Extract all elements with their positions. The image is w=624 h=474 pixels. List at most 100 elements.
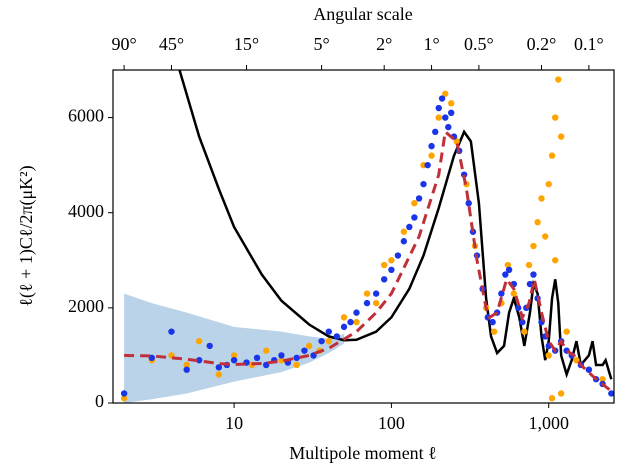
data-point xyxy=(525,261,533,269)
y-tick-label: 4000 xyxy=(68,201,104,221)
data-point xyxy=(168,328,175,335)
data-point xyxy=(353,318,360,326)
data-point xyxy=(424,161,431,169)
data-point xyxy=(599,376,606,383)
data-point xyxy=(353,309,360,316)
data-point xyxy=(411,214,418,221)
data-point xyxy=(372,290,380,297)
data-point xyxy=(380,261,388,269)
data-point xyxy=(548,395,556,402)
data-point xyxy=(293,361,300,369)
top-tick-label: 5° xyxy=(313,34,329,54)
data-point xyxy=(498,290,505,297)
data-point xyxy=(530,242,537,250)
x-axis-title: Multipole moment ℓ xyxy=(289,443,437,463)
data-point xyxy=(333,333,341,340)
data-point xyxy=(563,328,570,335)
data-point xyxy=(415,195,423,202)
data-point xyxy=(278,352,285,359)
data-point xyxy=(428,142,435,150)
top-tick-label: 2° xyxy=(376,34,392,54)
data-point xyxy=(608,390,614,397)
data-point xyxy=(552,257,559,264)
top-tick-label: 90° xyxy=(112,34,137,54)
data-point xyxy=(411,200,418,207)
data-point xyxy=(230,356,238,364)
data-point xyxy=(340,323,348,331)
data-point xyxy=(538,195,545,202)
data-point xyxy=(301,347,308,354)
top-tick-label: 45° xyxy=(159,34,184,54)
top-tick-label: 0.2° xyxy=(527,34,557,54)
data-point xyxy=(438,95,446,102)
data-point xyxy=(573,356,580,364)
data-point xyxy=(305,342,313,350)
data-point xyxy=(325,337,332,345)
data-point xyxy=(465,200,472,207)
data-point xyxy=(502,271,509,278)
data-point xyxy=(519,318,526,326)
data-point xyxy=(548,152,556,159)
data-point xyxy=(490,328,498,335)
data-point xyxy=(363,299,371,307)
data-point xyxy=(442,114,449,121)
data-point xyxy=(148,354,156,362)
data-point xyxy=(400,228,408,235)
data-point xyxy=(388,257,395,264)
data-point xyxy=(400,238,408,245)
top-axis-title: Angular scale xyxy=(313,4,412,24)
data-point xyxy=(325,328,332,335)
data-point xyxy=(380,276,388,283)
data-point xyxy=(372,299,380,307)
data-point xyxy=(183,366,190,373)
x-tick-label: 1,000 xyxy=(528,413,569,433)
data-point xyxy=(215,371,223,378)
data-point xyxy=(340,314,348,321)
data-point xyxy=(293,354,300,362)
data-point xyxy=(120,395,128,402)
confidence-band xyxy=(124,293,345,403)
data-point xyxy=(545,180,552,188)
data-point xyxy=(206,342,213,350)
top-tick-label: 0.1° xyxy=(574,34,604,54)
data-point xyxy=(585,366,593,373)
data-point xyxy=(545,352,552,359)
data-point xyxy=(183,361,190,369)
data-point xyxy=(406,223,413,231)
x-tick-label: 10 xyxy=(225,413,243,433)
data-point xyxy=(521,328,528,335)
data-point xyxy=(555,76,562,83)
data-point xyxy=(453,138,460,145)
data-point xyxy=(394,252,402,259)
y-tick-label: 0 xyxy=(95,391,104,411)
top-tick-label: 15° xyxy=(234,34,259,54)
data-point xyxy=(262,347,270,354)
data-point xyxy=(557,133,565,140)
data-point xyxy=(363,290,371,297)
data-point xyxy=(534,219,541,226)
data-point xyxy=(428,152,435,159)
y-tick-label: 2000 xyxy=(68,296,104,316)
data-point xyxy=(230,352,238,359)
data-point xyxy=(552,114,559,121)
data-point xyxy=(448,100,455,107)
data-point xyxy=(445,123,452,131)
x-tick-label: 100 xyxy=(378,413,405,433)
data-point xyxy=(542,233,549,240)
data-point xyxy=(195,337,203,345)
data-point xyxy=(432,128,439,136)
data-point xyxy=(530,271,537,278)
y-axis-title: ℓ(ℓ + 1)Cℓ/2π(μK²) xyxy=(16,165,37,306)
data-point xyxy=(435,114,442,121)
data-point xyxy=(510,290,518,297)
data-point xyxy=(489,318,496,326)
data-point xyxy=(347,318,354,326)
data-point xyxy=(278,356,285,364)
data-point xyxy=(442,90,449,97)
top-tick-label: 1° xyxy=(423,34,439,54)
data-point xyxy=(515,304,522,312)
data-point xyxy=(253,354,261,362)
data-point xyxy=(557,390,565,397)
data-point xyxy=(215,364,223,371)
data-point xyxy=(318,337,325,345)
